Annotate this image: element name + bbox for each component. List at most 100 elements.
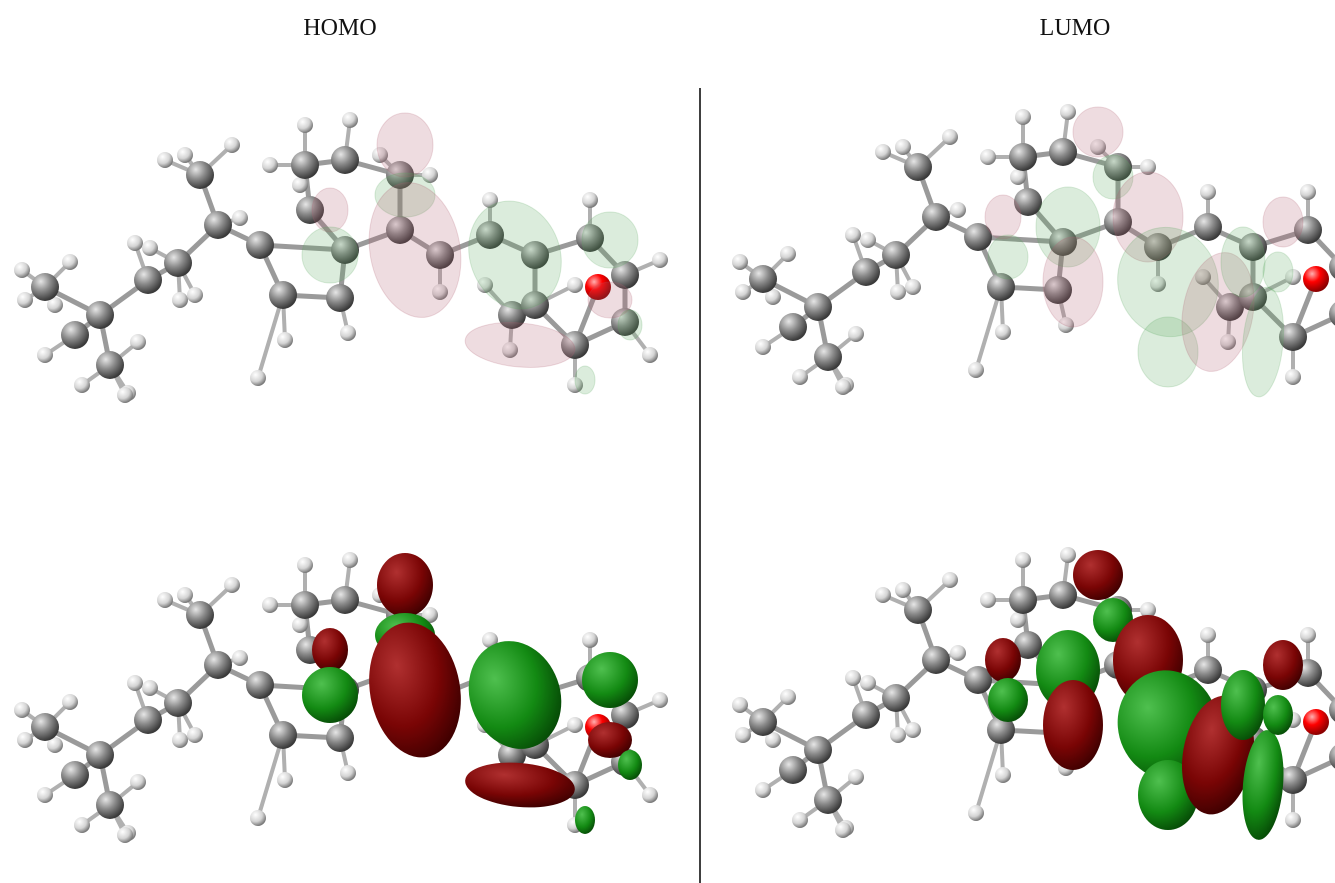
hydrogen-atom <box>1015 109 1031 125</box>
hydrogen-atom <box>968 805 984 821</box>
orbital-lobe <box>377 553 433 617</box>
orbital-lobe <box>575 366 595 394</box>
hydrogen-atom <box>62 694 78 710</box>
carbon-atom <box>1194 656 1222 684</box>
hydrogen-atom <box>37 787 53 803</box>
hydrogen-atom <box>262 597 278 613</box>
carbon-atom <box>1194 213 1222 241</box>
carbon-atom <box>804 736 832 764</box>
carbon-atom <box>1049 581 1077 609</box>
hydrogen-atom <box>292 177 308 193</box>
carbon-atom <box>922 203 950 231</box>
hydrogen-atom <box>172 292 188 308</box>
carbon-atom <box>96 791 124 819</box>
hydrogen-atom <box>127 235 143 251</box>
hydrogen-atom <box>292 617 308 633</box>
hydrogen-atom <box>652 252 668 268</box>
orbital-lobe <box>312 628 348 672</box>
molecule-renderings <box>14 104 1335 843</box>
carbon-atom <box>61 321 89 349</box>
carbon-atom <box>1329 743 1335 771</box>
orbital-lobe <box>988 235 1028 279</box>
hydrogen-atom <box>895 139 911 155</box>
hydrogen-atom <box>860 232 876 248</box>
hydrogen-atom <box>732 697 748 713</box>
orbital-lobe <box>1043 237 1103 327</box>
hydrogen-atom <box>117 827 133 843</box>
hydrogen-atom <box>74 817 90 833</box>
carbon-atom <box>814 786 842 814</box>
orbital-lobe <box>1263 640 1303 690</box>
hydrogen-atom <box>187 727 203 743</box>
hydrogen-atom <box>845 227 861 243</box>
hydrogen-atom <box>340 765 356 781</box>
carbon-atom <box>269 721 297 749</box>
hydrogen-atom <box>1200 627 1216 643</box>
hydrogen-atom <box>950 645 966 661</box>
hydrogen-atom <box>262 157 278 173</box>
hydrogen-atom <box>582 632 598 648</box>
carbon-atom <box>882 241 910 269</box>
carbon-atom <box>86 741 114 769</box>
carbon-atom <box>164 249 192 277</box>
orbital-lobe <box>1221 670 1265 740</box>
hydrogen-atom <box>875 144 891 160</box>
hydrogen-atom <box>780 246 796 262</box>
hydrogen-atom <box>232 210 248 226</box>
hydrogen-atom <box>177 587 193 603</box>
carbon-atom <box>186 161 214 189</box>
hydrogen-atom <box>157 592 173 608</box>
orbital-lobe <box>582 212 638 268</box>
hydrogen-atom <box>1060 104 1076 120</box>
hydrogen-atom <box>17 292 33 308</box>
hydrogen-atom <box>142 240 158 256</box>
carbon-atom <box>246 671 274 699</box>
hydrogen-atom <box>792 369 808 385</box>
carbon-atom <box>269 281 297 309</box>
carbon-atom <box>326 724 354 752</box>
hydrogen-atom <box>980 592 996 608</box>
hydrogen-atom <box>642 787 658 803</box>
hydrogen-atom <box>74 377 90 393</box>
hydrogen-atom <box>142 680 158 696</box>
hydrogen-atom <box>62 254 78 270</box>
carbon-atom <box>291 591 319 619</box>
hydrogen-atom <box>1285 369 1301 385</box>
carbon-atom <box>31 273 59 301</box>
orbital-lobe <box>454 188 576 322</box>
hydrogen-atom <box>950 202 966 218</box>
hydrogen-atom <box>942 129 958 145</box>
carbon-atom <box>779 756 807 784</box>
carbon-atom <box>61 761 89 789</box>
carbon-atom <box>331 146 359 174</box>
hydrogen-atom <box>187 287 203 303</box>
orbital-lobe <box>1263 695 1293 735</box>
hydrogen-atom <box>848 769 864 785</box>
hydrogen-atom <box>232 650 248 666</box>
orbital-lobe <box>582 652 638 708</box>
molecule <box>14 112 668 403</box>
hydrogen-atom <box>835 379 851 395</box>
hydrogen-atom <box>224 137 240 153</box>
orbital-lobe <box>1043 680 1103 770</box>
carbon-atom <box>1049 138 1077 166</box>
hydrogen-atom <box>157 152 173 168</box>
oxygen-atom <box>1303 266 1329 292</box>
molecule <box>14 552 668 843</box>
molecule <box>732 104 1335 399</box>
hydrogen-atom <box>890 727 906 743</box>
hydrogen-atom <box>1010 612 1026 628</box>
hydrogen-atom <box>1015 552 1031 568</box>
hydrogen-atom <box>224 577 240 593</box>
hydrogen-atom <box>277 332 293 348</box>
hydrogen-atom <box>250 810 266 826</box>
hydrogen-atom <box>895 582 911 598</box>
hydrogen-atom <box>1060 547 1076 563</box>
carbon-atom <box>904 153 932 181</box>
orbital-lobe <box>1263 197 1303 247</box>
carbon-atom <box>86 301 114 329</box>
hydrogen-atom <box>37 347 53 363</box>
orbital-lobe <box>985 195 1021 239</box>
carbon-atom <box>904 596 932 624</box>
hydrogen-atom <box>17 732 33 748</box>
